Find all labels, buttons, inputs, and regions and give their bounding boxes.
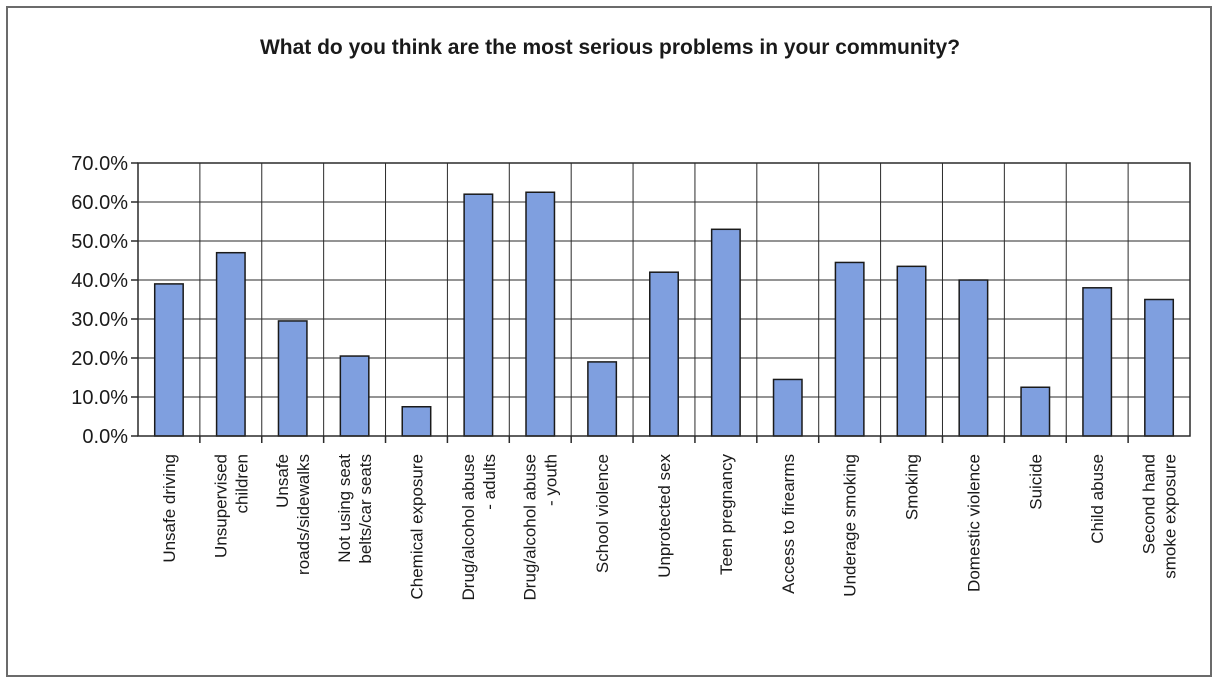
x-category-label: Underage smoking xyxy=(841,454,860,597)
bar xyxy=(339,355,370,437)
x-category-label-line: Unsafe xyxy=(273,454,292,508)
x-category-label-line: Drug/alcohol abuse xyxy=(459,454,478,600)
x-category-label-line: Domestic violence xyxy=(964,454,983,592)
x-category-label-line: Drug/alcohol abuse xyxy=(521,454,540,600)
x-category-label: Child abuse xyxy=(1088,454,1107,544)
x-category-label: Smoking xyxy=(903,454,922,520)
y-tick-label: 70.0% xyxy=(71,153,128,175)
bar xyxy=(710,228,741,437)
x-category-label-line: Suicide xyxy=(1026,454,1045,510)
x-category-label: Unprotected sex xyxy=(655,454,674,578)
bar xyxy=(834,261,865,437)
x-category-label-line: children xyxy=(232,454,251,514)
bar xyxy=(1144,298,1175,437)
axes xyxy=(131,162,1191,443)
x-category-label-line: roads/sidewalks xyxy=(294,454,313,575)
bar xyxy=(463,193,494,437)
x-category-label-line: Not using seat xyxy=(335,454,354,563)
y-tick-labels: 0.0% 10.0% 20.0% 30.0% 40.0% 50.0% 60.0% 70.0% xyxy=(71,153,128,448)
bar xyxy=(1082,287,1113,437)
y-tick-label: 50.0% xyxy=(71,231,128,253)
x-category-label: Unsupervised children xyxy=(211,454,251,558)
x-category-label: Drug/alcohol abuse - youth xyxy=(521,454,561,600)
chart-frame xyxy=(6,6,1212,677)
x-category-label-line: Chemical exposure xyxy=(407,454,426,600)
bar xyxy=(772,378,803,437)
bar xyxy=(277,320,308,437)
y-tick-label: 40.0% xyxy=(71,270,128,292)
x-category-label: Not using seat belts/car seats xyxy=(335,454,375,564)
x-category-label-line: - adults xyxy=(480,454,499,510)
bar xyxy=(1020,386,1051,437)
x-category-label-line: Unsupervised xyxy=(211,454,230,558)
x-category-label-line: Second hand xyxy=(1140,454,1159,554)
chart-title: What do you think are the most serious p… xyxy=(259,36,961,59)
bar xyxy=(401,406,432,437)
x-category-label-line: Teen pregnancy xyxy=(717,454,736,575)
x-category-label-line: School violence xyxy=(593,454,612,573)
x-category-label-line: Unprotected sex xyxy=(655,454,674,578)
y-tick-label: 10.0% xyxy=(71,387,128,409)
x-category-label-line: - youth xyxy=(542,454,561,506)
bar xyxy=(525,191,556,437)
x-category-label: Teen pregnancy xyxy=(717,454,736,575)
bar xyxy=(587,361,618,437)
bar xyxy=(215,251,246,437)
x-category-labels: Unsafe driving Unsupervised children Unsafe… xyxy=(160,454,1180,601)
x-category-label: Domestic violence xyxy=(964,454,983,592)
bar xyxy=(958,279,989,437)
x-category-label: Suicide xyxy=(1026,454,1045,510)
x-category-label: Drug/alcohol abuse - adults xyxy=(459,454,499,600)
x-category-label: Unsafe roads/sidewalks xyxy=(273,454,313,575)
y-tick-label: 60.0% xyxy=(71,192,128,214)
x-category-label: School violence xyxy=(593,454,612,573)
plot-area-border xyxy=(137,162,1191,437)
x-category-label: Second hand smoke exposure xyxy=(1140,454,1180,579)
x-category-label: Unsafe driving xyxy=(160,454,179,563)
x-category-label-line: Access to firearms xyxy=(779,454,798,594)
x-category-label-line: belts/car seats xyxy=(356,454,375,564)
x-category-label-line: Child abuse xyxy=(1088,454,1107,544)
bar xyxy=(153,283,184,437)
x-category-label: Chemical exposure xyxy=(407,454,426,600)
x-category-label-line: Unsafe driving xyxy=(160,454,179,563)
x-category-label-line: Underage smoking xyxy=(841,454,860,597)
x-category-label-line: Smoking xyxy=(903,454,922,520)
y-tick-label: 20.0% xyxy=(71,348,128,370)
bar xyxy=(649,271,679,437)
x-category-label: Access to firearms xyxy=(779,454,798,594)
x-category-label-line: smoke exposure xyxy=(1161,454,1180,579)
bars xyxy=(153,191,1175,437)
bar xyxy=(896,265,927,437)
y-tick-label: 0.0% xyxy=(82,426,128,448)
y-tick-label: 30.0% xyxy=(71,309,128,331)
